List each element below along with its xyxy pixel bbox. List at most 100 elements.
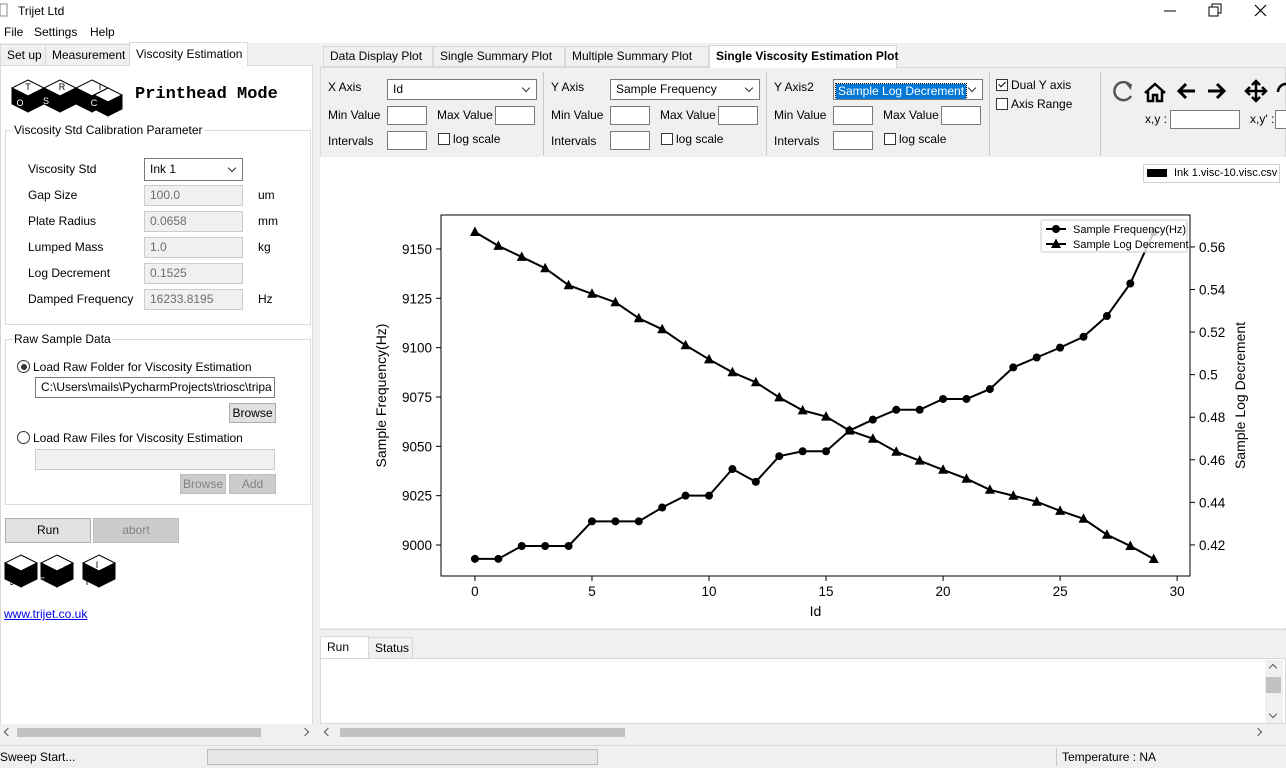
logo-letter: I — [99, 82, 102, 92]
text-field[interactable] — [941, 106, 981, 125]
data-point — [469, 226, 480, 237]
path-field[interactable]: C:\Users\mails\PycharmProjects\triosc\tr… — [35, 377, 275, 398]
text-field[interactable] — [610, 106, 650, 125]
data-point — [984, 484, 995, 494]
logo-letter: R — [59, 82, 66, 92]
text-field[interactable] — [610, 131, 650, 150]
logo: TJ ER IT — [3, 554, 117, 588]
field-label: Intervals — [328, 134, 374, 148]
data-point — [540, 262, 551, 273]
unit-label: mm — [258, 214, 278, 228]
data-point — [586, 288, 597, 298]
data-point — [961, 473, 972, 483]
checkbox[interactable] — [661, 133, 673, 145]
axes-frame — [440, 214, 1191, 577]
text-field[interactable] — [833, 131, 873, 150]
back-icon[interactable] — [1176, 82, 1195, 100]
tab[interactable]: Single Summary Plot — [433, 46, 565, 67]
data-point — [868, 415, 877, 424]
tab[interactable]: Status — [368, 637, 413, 659]
checkbox[interactable] — [438, 133, 450, 145]
data-point — [634, 517, 643, 526]
data-point — [962, 394, 971, 403]
selected-text: Sample Log Decrement — [834, 83, 968, 99]
text-field[interactable] — [495, 106, 535, 125]
button[interactable]: Run — [5, 518, 91, 543]
field-label: Plate Radius — [28, 214, 97, 228]
title-bar — [0, 0, 1286, 22]
text-field[interactable] — [1275, 110, 1286, 129]
combo-box[interactable]: Id — [387, 79, 537, 100]
data-point — [705, 491, 714, 500]
radio-label[interactable]: Load Raw Files for Viscosity Estimation — [33, 431, 243, 445]
data-point — [1032, 353, 1041, 362]
y2-tick-label: 0.42 — [1199, 538, 1225, 553]
checkbox[interactable] — [884, 133, 896, 145]
combo-box[interactable]: Sample Frequency — [610, 79, 760, 100]
menu-item[interactable]: File — [4, 25, 24, 39]
readonly-field: 0.1525 — [144, 263, 243, 284]
data-point — [1055, 505, 1066, 515]
coord-label: x,y : — [1145, 112, 1168, 126]
home-icon[interactable] — [1144, 82, 1166, 103]
pan-icon[interactable] — [1244, 79, 1268, 103]
text-field[interactable] — [387, 131, 427, 150]
x-tick-label: 0 — [471, 584, 479, 599]
data-point — [1079, 332, 1088, 341]
checkbox[interactable] — [996, 98, 1008, 110]
data-point — [774, 391, 785, 402]
zoom-icon[interactable] — [1276, 82, 1286, 93]
tab[interactable]: Single Viscosity Estimation Plot — [709, 45, 899, 68]
checkbox[interactable] — [996, 79, 1008, 91]
restore-button[interactable] — [1208, 6, 1219, 17]
data-point — [985, 385, 994, 394]
scrollbar-thumb — [17, 728, 261, 737]
button[interactable]: Browse — [229, 403, 276, 423]
radio-button[interactable] — [17, 431, 30, 444]
data-point — [822, 447, 831, 456]
app-icon — [0, 3, 8, 17]
data-point — [844, 425, 855, 435]
button[interactable]: abort — [93, 518, 179, 543]
temperature-label: Temperature : NA — [1062, 750, 1157, 764]
tab[interactable]: Measurement — [45, 44, 130, 66]
button[interactable]: Add — [229, 474, 276, 494]
text-field[interactable] — [718, 106, 758, 125]
logo: TO SR CI — [10, 79, 124, 117]
data-point — [493, 240, 504, 250]
tab[interactable]: Multiple Summary Plot — [565, 46, 709, 67]
website-link[interactable]: www.trijet.co.uk — [4, 607, 88, 621]
text-field[interactable] — [833, 106, 873, 125]
combo-box[interactable]: Sample Log Decrement — [833, 79, 983, 100]
field-label: Intervals — [774, 134, 820, 148]
menu-item[interactable]: Settings — [34, 25, 78, 39]
combo-box[interactable]: Ink 1 — [144, 158, 243, 181]
logo-letter: T — [25, 82, 31, 92]
tab[interactable]: Run — [320, 636, 369, 659]
text-field[interactable] — [1170, 110, 1240, 129]
tab[interactable]: Data Display Plot — [323, 46, 433, 67]
unit-label: um — [258, 188, 275, 202]
refresh-icon[interactable] — [1113, 80, 1133, 102]
data-point — [587, 517, 596, 526]
menu-item[interactable]: Help — [90, 25, 115, 39]
radio-label[interactable]: Load Raw Folder for Viscosity Estimation — [33, 360, 252, 374]
data-point — [516, 251, 527, 261]
x-tick-label: 30 — [1170, 584, 1185, 599]
forward-icon[interactable] — [1208, 82, 1227, 100]
y-tick-label: 9075 — [402, 390, 432, 405]
field-label: Max Value — [883, 108, 939, 122]
y-tick-label: 9125 — [402, 291, 432, 306]
button[interactable]: Browse — [180, 474, 226, 494]
window-icons — [0, 3, 1286, 103]
data-point — [1051, 238, 1061, 248]
y2-tick-label: 0.44 — [1199, 495, 1226, 510]
close-button[interactable] — [1254, 4, 1267, 17]
coord-label: x,y' : — [1250, 112, 1275, 126]
tab[interactable]: Viscosity Estimation — [129, 42, 248, 66]
plot-chart: 0 5 10 15 20 25 30 9000 9025 9050 9075 9100 9125 9150… — [373, 214, 1248, 619]
data-point — [704, 353, 715, 364]
data-point — [914, 455, 925, 465]
data-point — [611, 517, 620, 526]
text-field[interactable] — [387, 106, 427, 125]
